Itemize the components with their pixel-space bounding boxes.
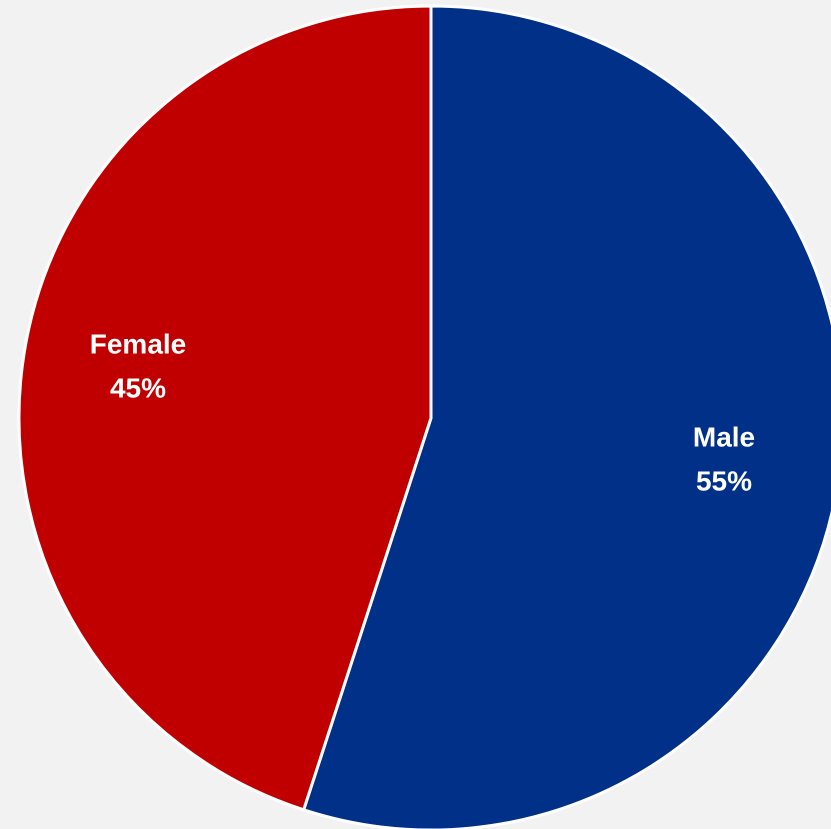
pie-slices — [17, 4, 831, 829]
pie-slice-male — [302, 4, 831, 829]
pie-label-male: Male 55% — [693, 421, 755, 496]
pie-labels: Male 55% Female 45% — [90, 329, 755, 497]
pie-label-name: Female — [90, 329, 187, 360]
pie-slice-female — [17, 4, 433, 812]
pie-label-female: Female 45% — [90, 329, 187, 404]
pie-label-name: Male — [693, 421, 755, 452]
pie-label-percent: 55% — [696, 465, 752, 496]
pie-label-percent: 45% — [110, 373, 166, 404]
